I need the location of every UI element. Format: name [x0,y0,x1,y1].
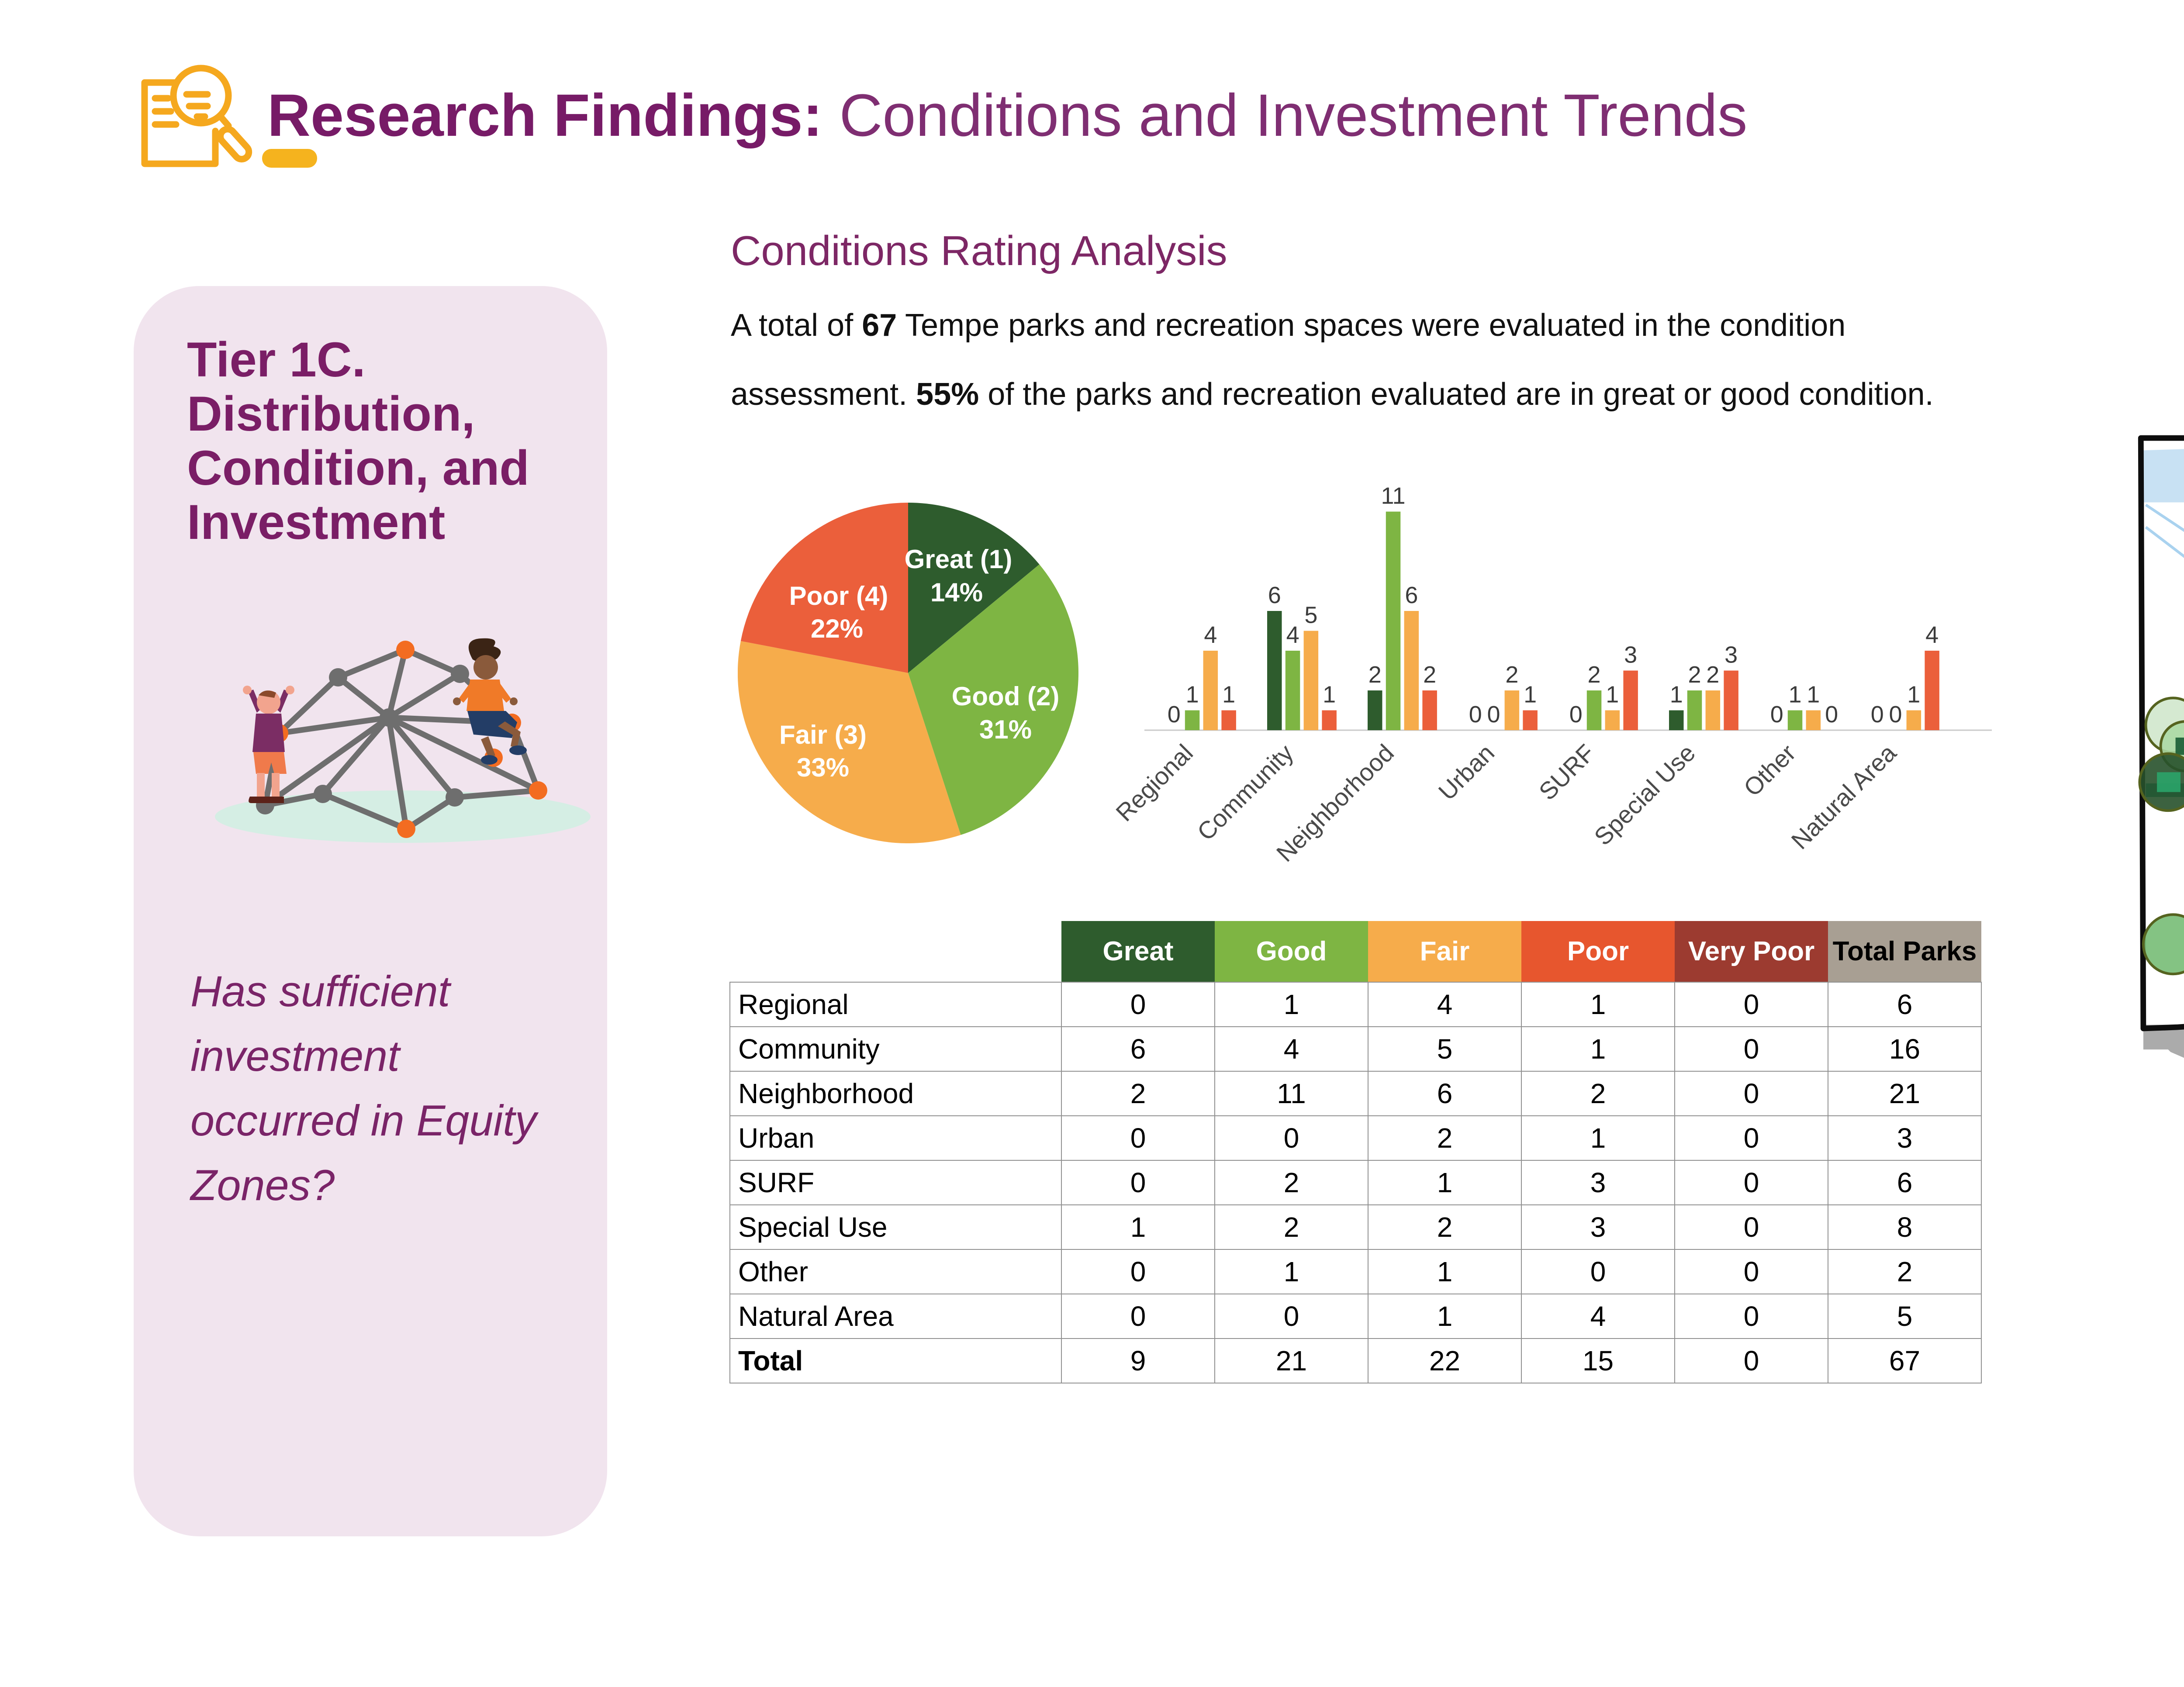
svg-text:0: 0 [1469,701,1482,728]
svg-text:Natural Area: Natural Area [1786,738,1901,854]
svg-text:14%: 14% [930,578,983,607]
svg-text:0: 0 [1825,701,1838,728]
svg-text:1: 1 [1186,682,1199,708]
svg-text:33%: 33% [797,753,849,782]
svg-text:0: 0 [1569,701,1583,728]
svg-text:2: 2 [1587,662,1600,688]
svg-text:SURF: SURF [1534,739,1600,805]
svg-text:6: 6 [1268,582,1281,608]
svg-text:Fair (3): Fair (3) [779,720,867,749]
svg-text:3: 3 [1724,642,1738,668]
svg-text:0: 0 [1770,701,1783,728]
svg-text:0: 0 [1487,701,1500,728]
svg-text:1: 1 [1524,682,1537,708]
svg-text:2: 2 [1368,662,1382,688]
svg-text:2: 2 [1423,662,1436,688]
svg-text:22%: 22% [811,614,863,643]
svg-text:1: 1 [1788,682,1801,708]
svg-text:Good (2): Good (2) [952,682,1060,711]
svg-text:2: 2 [1505,662,1518,688]
svg-text:0: 0 [1168,701,1181,728]
svg-text:1: 1 [1670,682,1683,708]
svg-text:5: 5 [1304,602,1317,628]
svg-text:1: 1 [1606,682,1619,708]
svg-text:Urban: Urban [1433,739,1500,805]
svg-text:1: 1 [1323,682,1336,708]
svg-text:4: 4 [1204,622,1217,648]
svg-text:4: 4 [1286,622,1299,648]
svg-text:6: 6 [1405,582,1418,608]
svg-text:1: 1 [1222,682,1235,708]
svg-text:31%: 31% [979,715,1032,744]
svg-text:11: 11 [1381,483,1405,509]
svg-text:Special Use: Special Use [1589,739,1700,851]
svg-text:Community: Community [1192,739,1299,846]
svg-text:Poor (4): Poor (4) [789,581,888,611]
svg-text:3: 3 [1624,642,1637,668]
svg-text:1: 1 [1907,682,1920,708]
svg-text:4: 4 [1925,622,1939,648]
svg-text:Regional: Regional [1110,739,1198,827]
svg-text:0: 0 [1889,701,1902,728]
svg-text:Great (1): Great (1) [905,545,1013,574]
svg-text:0: 0 [1871,701,1884,728]
svg-text:Other: Other [1738,739,1801,802]
svg-text:2: 2 [1706,662,1719,688]
svg-text:1: 1 [1807,682,1820,708]
svg-text:2: 2 [1688,662,1701,688]
